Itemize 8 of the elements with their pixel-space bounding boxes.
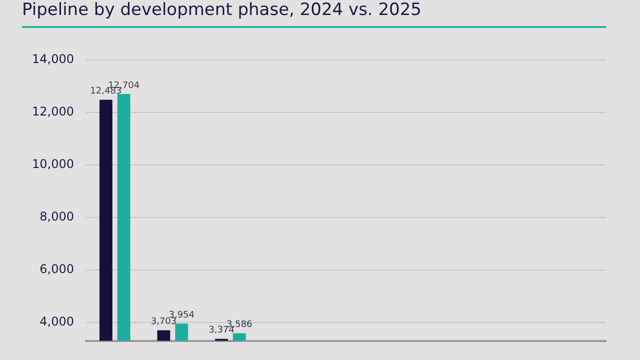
y-tick-label: 6,000: [40, 262, 74, 276]
y-tick-label: 8,000: [40, 210, 74, 224]
y-tick-label: 12,000: [32, 104, 74, 119]
y-tick-label: 14,000: [32, 52, 74, 66]
chart-title: Pipeline by development phase, 2024 vs. 2025: [22, 0, 422, 20]
data-label: 3,374: [208, 326, 235, 336]
y-tick-label: 10,000: [32, 157, 74, 172]
y-tick-label: 4,000: [40, 314, 74, 329]
